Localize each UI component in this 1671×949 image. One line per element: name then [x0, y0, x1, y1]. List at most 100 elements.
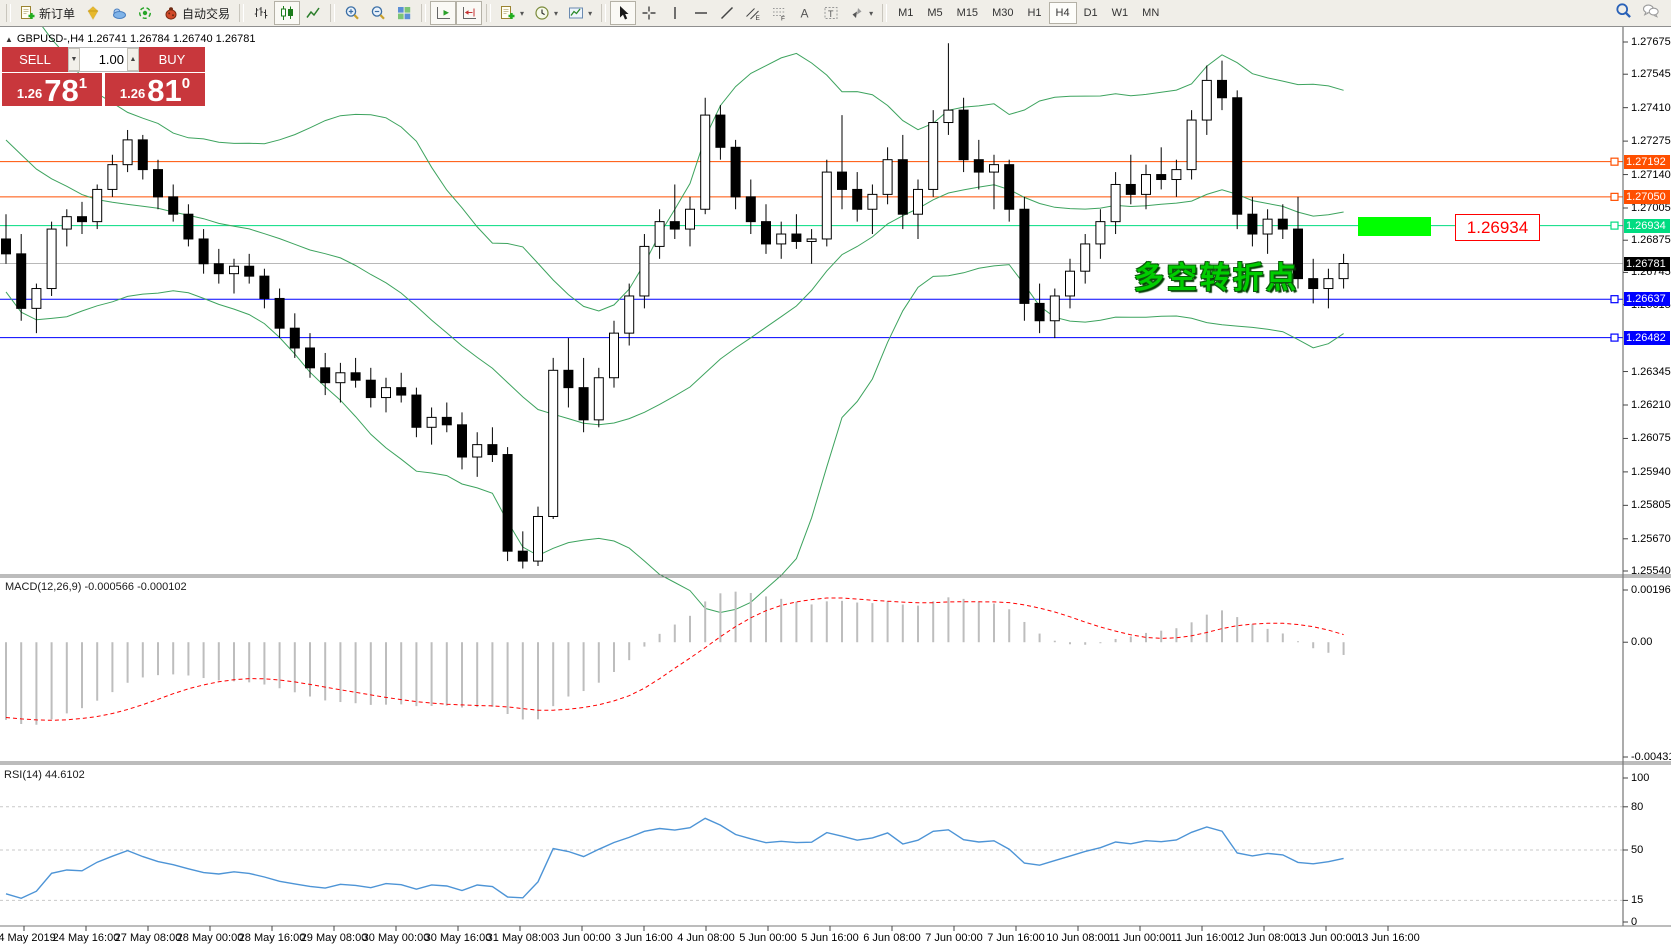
macd-pane[interactable]: [0, 578, 1623, 762]
price-tick-label: 1.25805: [1631, 499, 1671, 512]
buy-price-display[interactable]: 1.26 81 0: [105, 73, 205, 106]
volume-input[interactable]: [80, 48, 127, 71]
svg-text:F: F: [781, 16, 785, 22]
trendline-button[interactable]: [714, 1, 740, 25]
price-level-label: 1.26482: [1624, 330, 1670, 345]
cursor-icon: [615, 5, 631, 21]
market-icon-icon: [111, 5, 127, 21]
zoom-in-button[interactable]: [339, 1, 365, 25]
price-level-label: 1.26781: [1624, 256, 1670, 271]
price-tick-label: 1.27140: [1631, 168, 1671, 181]
autotrading-icon: [163, 5, 179, 21]
tile-windows-button[interactable]: [391, 1, 417, 25]
line-chart-button[interactable]: [300, 1, 326, 25]
cursor-button[interactable]: [610, 1, 637, 25]
time-axis-label: 7 Jun 16:00: [987, 932, 1045, 944]
price-tick-label: 100: [1631, 772, 1650, 784]
fibonacci-icon: F: [771, 5, 787, 21]
indicators-button[interactable]: ▾: [495, 1, 529, 25]
autotrading-button-label: 自动交易: [182, 6, 231, 21]
chart-shift-icon: [461, 5, 477, 21]
horizontal-line-button[interactable]: [688, 1, 714, 25]
time-axis-label: 3 Jun 16:00: [615, 932, 673, 944]
bar-chart-button[interactable]: [248, 1, 274, 25]
zoom-out-button[interactable]: [365, 1, 391, 25]
chat-icon[interactable]: [1642, 2, 1659, 24]
volume-decrease-button[interactable]: ▼: [68, 48, 80, 71]
equidistant-channel-button[interactable]: E: [740, 1, 766, 25]
search-icon[interactable]: [1615, 2, 1632, 24]
time-axis-label: 3 Jun 00:00: [553, 932, 611, 944]
timeframe-h1-button[interactable]: H1: [1027, 7, 1042, 19]
time-axis-label: 11 Jun 00:00: [1108, 932, 1172, 944]
new-order-button[interactable]: 新订单: [15, 1, 80, 25]
price-tick-label: 0: [1631, 916, 1638, 928]
vertical-line-button[interactable]: [662, 1, 688, 25]
time-axis-label: 4 Jun 08:00: [677, 932, 735, 944]
signals-icon[interactable]: [132, 1, 158, 25]
chart-info-line: ▲ GBPUSD-,H4 1.26741 1.26784 1.26740 1.2…: [5, 33, 255, 45]
text-label-button[interactable]: T: [818, 1, 844, 25]
line-chart-icon: [305, 5, 321, 21]
autotrading-button[interactable]: 自动交易: [158, 1, 235, 25]
chart-note-text[interactable]: 多空转折点: [1134, 262, 1299, 295]
fibonacci-button[interactable]: F: [766, 1, 792, 25]
timeframe-mn-button[interactable]: MN: [1142, 7, 1160, 19]
timeframe-m1-button[interactable]: M1: [898, 7, 914, 19]
time-axis-label: 5 Jun 16:00: [801, 932, 859, 944]
timeframe-h4-button[interactable]: H4: [1048, 2, 1077, 24]
timeframe-d1-button[interactable]: D1: [1083, 7, 1098, 19]
price-tick-label: -0.004312: [1631, 751, 1671, 763]
text-button[interactable]: A: [792, 1, 818, 25]
arrows-button[interactable]: ▾: [844, 1, 878, 25]
sell-button[interactable]: SELL: [2, 47, 68, 72]
timeframe-m30-button[interactable]: M30: [992, 7, 1014, 19]
price-callout-label[interactable]: 1.26934: [1455, 214, 1540, 241]
one-click-collapse-icon[interactable]: ▲: [5, 34, 13, 44]
time-axis-label: 28 May 16:00: [238, 932, 306, 944]
signals-icon-icon: [137, 5, 153, 21]
price-tick-label: 1.25940: [1631, 465, 1671, 478]
price-tick-label: 15: [1631, 894, 1644, 907]
rsi-pane[interactable]: [0, 766, 1623, 926]
chart-shift-button[interactable]: [456, 1, 483, 25]
timeframe-w1-button[interactable]: W1: [1111, 7, 1129, 19]
zoom-out-icon: [370, 5, 386, 21]
price-tick-label: 1.27005: [1631, 202, 1671, 214]
buy-price-sup: 0: [181, 75, 191, 92]
mql5-community-icon-icon: [85, 5, 101, 21]
time-axis-label: 28 May 00:00: [176, 932, 244, 944]
price-tick-label: 1.27410: [1631, 101, 1671, 114]
symbol-ohlc-text: GBPUSD-,H4 1.26741 1.26784 1.26740 1.267…: [16, 33, 256, 45]
timeframe-m15-button[interactable]: M15: [956, 7, 979, 19]
mql5-community-icon[interactable]: [80, 1, 106, 25]
templates-button[interactable]: ▾: [563, 1, 597, 25]
trendline-icon: [719, 5, 735, 21]
auto-scroll-button[interactable]: [430, 1, 457, 25]
price-chart-pane[interactable]: [0, 28, 1623, 575]
candlestick-chart-icon: [279, 5, 295, 21]
price-tick-label: 1.26210: [1631, 398, 1671, 411]
buy-button[interactable]: BUY: [139, 47, 205, 72]
price-level-label: 1.26934: [1624, 218, 1670, 233]
volume-increase-button[interactable]: ▲: [127, 48, 139, 71]
price-tick-label: 1.26875: [1631, 234, 1671, 247]
toolbar-separator: [882, 4, 888, 22]
sell-price-display[interactable]: 1.26 78 1: [2, 73, 102, 106]
buy-price-prefix: 1.26: [119, 86, 146, 101]
price-tick-label: 0.00: [1631, 636, 1653, 649]
text-label-icon: T: [823, 5, 839, 21]
highlight-rectangle-object[interactable]: [1358, 217, 1431, 236]
crosshair-button[interactable]: [636, 1, 662, 25]
market-icon[interactable]: [106, 1, 132, 25]
periods-button[interactable]: ▾: [529, 1, 563, 25]
candlestick-chart-button[interactable]: [274, 1, 301, 25]
price-level-label: 1.27192: [1624, 154, 1670, 169]
timeframe-m5-button[interactable]: M5: [927, 7, 943, 19]
toolbar-separator: [330, 4, 336, 22]
svg-text:E: E: [756, 15, 761, 21]
horizontal-line-icon: [693, 5, 709, 21]
zoom-in-icon: [344, 5, 360, 21]
